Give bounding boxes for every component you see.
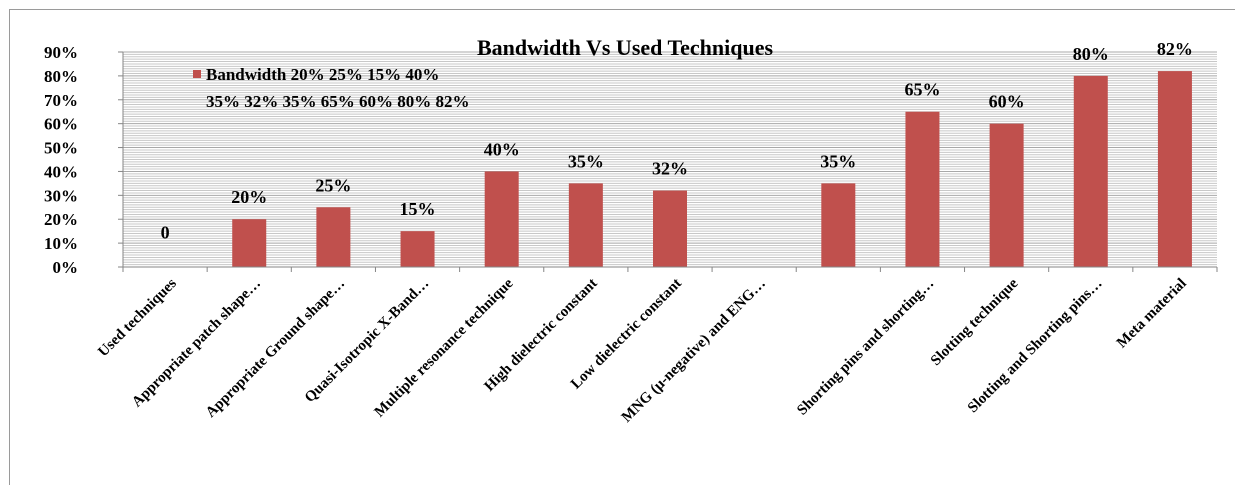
bar <box>400 231 435 267</box>
x-tick-label: Shorting pins and shorting… <box>794 276 937 419</box>
data-label: 60% <box>989 92 1025 112</box>
x-tick-label: Slotting technique <box>928 275 1022 369</box>
data-label: 65% <box>904 80 940 100</box>
bars <box>232 71 1192 268</box>
data-labels: 0 20% 25% 15% 40% 35% 32% 35% 65% 60% 80% 82% <box>161 39 1193 242</box>
data-label: 35% <box>568 151 604 171</box>
legend-text-line1: Bandwidth 20% 25% 15% 40% <box>206 65 439 84</box>
axes <box>118 51 1218 272</box>
y-tick-label: 30% <box>44 186 78 205</box>
x-tick-label: Used techniques <box>95 275 180 360</box>
bar <box>232 219 267 267</box>
y-tick-label: 0% <box>53 258 79 277</box>
bar <box>821 183 856 267</box>
legend-swatch <box>193 70 201 78</box>
y-tick-label: 90% <box>44 43 78 62</box>
data-label: 40% <box>484 139 520 159</box>
data-label: 82% <box>1157 39 1193 59</box>
data-label: 80% <box>1073 44 1109 64</box>
data-label: 20% <box>231 187 267 207</box>
x-tick-label: Slotting and Shorting pins… <box>965 276 1106 417</box>
x-tick-label: Meta material <box>1114 276 1190 352</box>
y-tick-label: 20% <box>44 210 78 229</box>
bar <box>1073 75 1108 267</box>
y-tick-label: 70% <box>44 91 78 110</box>
x-tick-label: Multiple resonance technique <box>372 275 517 420</box>
y-tick-labels: 0% 10% 20% 30% 40% 50% 60% 70% 80% 90% <box>44 43 78 277</box>
data-label: 32% <box>652 159 688 179</box>
data-label: 15% <box>400 199 436 219</box>
bar <box>905 111 940 267</box>
x-tick-label: MNG (μ-negative) and ENG… <box>619 276 769 426</box>
y-tick-label: 10% <box>44 234 78 253</box>
bar <box>1157 71 1192 267</box>
y-tick-label: 40% <box>44 162 78 181</box>
chart-frame <box>9 9 1235 485</box>
bar <box>653 190 687 267</box>
y-tick-label: 50% <box>44 139 78 158</box>
legend-text-line2: 35% 32% 35% 65% 60% 80% 82% <box>206 92 470 111</box>
bar <box>568 183 603 267</box>
y-tick-label: 80% <box>44 67 78 86</box>
bar <box>484 171 519 267</box>
bar <box>316 207 351 267</box>
y-tick-label: 60% <box>44 115 78 134</box>
x-tick-label: Appropriate Ground shape… <box>203 276 348 421</box>
data-label: 0 <box>161 222 170 242</box>
chart-title: Bandwidth Vs Used Techniques <box>477 35 774 60</box>
data-label: 35% <box>820 151 856 171</box>
bar <box>989 123 1024 268</box>
data-label: 25% <box>315 175 351 195</box>
legend: Bandwidth 20% 25% 15% 40% 35% 32% 35% 65… <box>193 65 470 111</box>
